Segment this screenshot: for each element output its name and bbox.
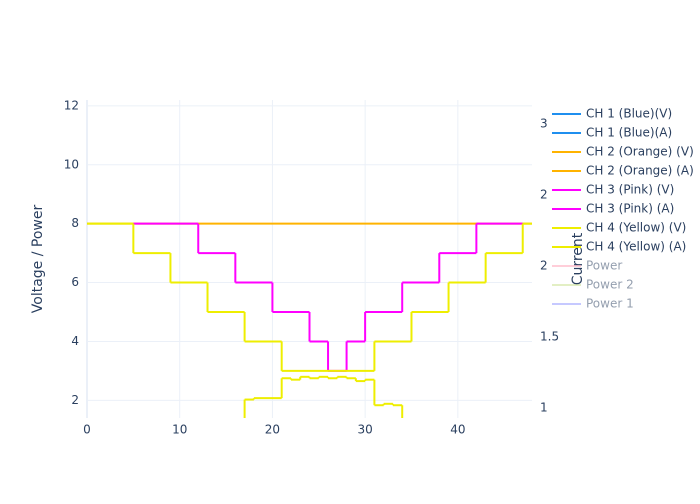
y-tick-label: 12 (64, 98, 79, 112)
legend-label[interactable]: CH 1 (Blue)(V) (586, 107, 672, 121)
legend-label[interactable]: CH 4 (Yellow) (V) (586, 221, 686, 235)
y2-tick-label: 2 (540, 259, 548, 273)
legend-label[interactable]: Power 2 (586, 278, 634, 292)
x-tick-label: 20 (265, 423, 280, 437)
y2-tick-label: 1.5 (540, 330, 559, 344)
legend-label[interactable]: CH 3 (Pink) (A) (586, 202, 674, 216)
legend-label[interactable]: Power 1 (586, 297, 634, 311)
y-tick-label: 2 (71, 393, 79, 407)
y-tick-label: 8 (71, 216, 79, 230)
y-tick-label: 6 (71, 275, 79, 289)
y2-axis-title: Current (570, 232, 586, 285)
legend-label[interactable]: CH 2 (Orange) (A) (586, 164, 694, 178)
legend-label[interactable]: CH 1 (Blue)(A) (586, 126, 672, 140)
y2-tick-label: 2 (540, 188, 548, 202)
legend-label[interactable]: CH 4 (Yellow) (A) (586, 240, 686, 254)
y-axis-title: Voltage / Power (30, 205, 46, 314)
x-tick-label: 0 (83, 423, 91, 437)
y2-tick-label: 3 (540, 117, 548, 131)
x-tick-label: 40 (450, 423, 465, 437)
x-tick-label: 10 (172, 423, 187, 437)
legend-label[interactable]: CH 3 (Pink) (V) (586, 183, 674, 197)
y-tick-label: 10 (64, 157, 79, 171)
y-tick-label: 4 (71, 334, 79, 348)
x-tick-label: 30 (357, 423, 372, 437)
y2-tick-label: 1 (540, 401, 548, 415)
legend-label[interactable]: Power (586, 259, 622, 273)
legend-label[interactable]: CH 2 (Orange) (V) (586, 145, 694, 159)
